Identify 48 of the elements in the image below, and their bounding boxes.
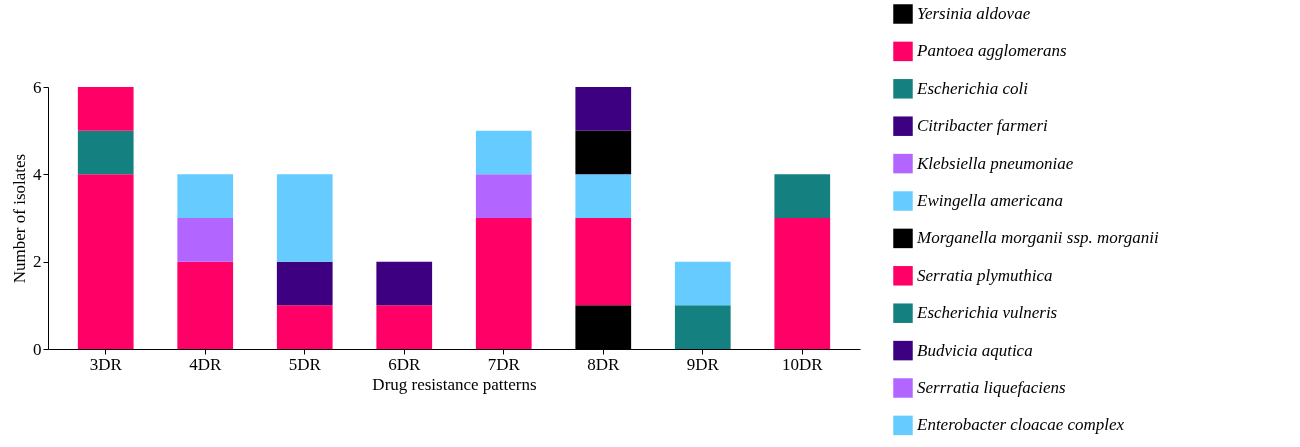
bar — [276, 174, 333, 262]
bar — [77, 174, 134, 349]
bar — [276, 305, 333, 349]
legend-label: Serratia plymuthica — [917, 265, 1053, 285]
x-tick-label: 3DR — [89, 354, 123, 374]
bar — [774, 174, 831, 218]
x-tick-label: 9DR — [686, 354, 720, 374]
bar — [177, 174, 234, 218]
y-tick-label: 6 — [33, 77, 42, 97]
x-tick-label: 7DR — [487, 354, 521, 374]
legend-label: Yersinia aldovae — [917, 4, 1031, 23]
legend-label: Citribacter farmeri — [917, 116, 1049, 136]
bar — [177, 218, 234, 262]
bar — [177, 261, 234, 349]
y-axis-title: Number of isolates — [10, 153, 29, 284]
bar — [475, 174, 532, 218]
y-tick-label: 0 — [33, 339, 42, 359]
legend-label: Morganella morganii ssp. morganii — [916, 228, 1160, 248]
x-tick-label: 6DR — [388, 354, 421, 374]
legend-label: Klebsiella pneumoniae — [916, 153, 1074, 173]
bar — [575, 174, 632, 218]
x-axis-title: Drug resistance patterns — [372, 374, 537, 394]
bar — [475, 218, 532, 349]
bar — [77, 87, 134, 131]
bar — [376, 305, 433, 349]
bar — [77, 130, 134, 175]
x-tick-label: 5DR — [288, 354, 322, 374]
legend-label: Ewingella americana — [916, 191, 1063, 210]
bar — [575, 218, 632, 306]
bar — [276, 261, 333, 306]
bar — [475, 130, 532, 175]
y-tick-label: 4 — [33, 164, 42, 184]
x-tick-label: 10DR — [781, 354, 824, 374]
bar — [575, 130, 632, 175]
bar — [774, 218, 831, 349]
x-tick-label: 4DR — [189, 354, 222, 374]
legend-label: Escherichia vulneris — [916, 303, 1058, 323]
legend-label: Budvicia aqutica — [917, 340, 1033, 360]
legend-label: Escherichia coli — [916, 78, 1029, 98]
bar — [575, 87, 632, 131]
bar — [674, 261, 731, 306]
legend-label: Serrratia liquefaciens — [917, 378, 1067, 397]
bar — [376, 261, 433, 306]
y-tick-label: 2 — [33, 252, 42, 272]
x-tick-label: 8DR — [587, 354, 620, 374]
bar — [674, 305, 731, 349]
legend-label: Pantoea agglomerans — [916, 41, 1068, 61]
legend-label: Enterobacter cloacae complex — [916, 415, 1125, 435]
